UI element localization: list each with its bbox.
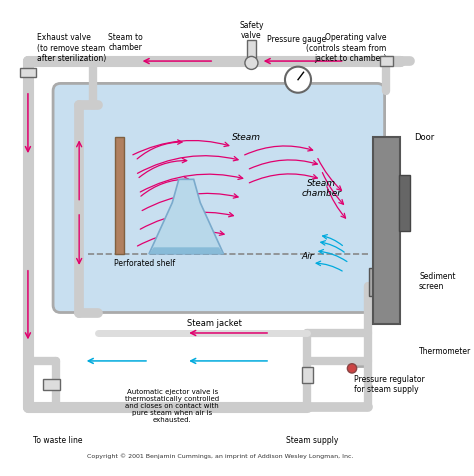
Bar bbox=[369, 268, 387, 296]
Bar bbox=[302, 367, 313, 383]
Text: Steam jacket: Steam jacket bbox=[187, 319, 242, 328]
Text: Steam supply: Steam supply bbox=[286, 436, 338, 445]
Circle shape bbox=[245, 56, 258, 69]
Polygon shape bbox=[149, 179, 224, 254]
Text: Steam
chamber: Steam chamber bbox=[301, 179, 341, 198]
Text: Pressure gauge: Pressure gauge bbox=[266, 35, 326, 44]
Text: Copyright © 2001 Benjamin Cummings, an imprint of Addison Wesley Longman, Inc.: Copyright © 2001 Benjamin Cummings, an i… bbox=[88, 453, 354, 459]
Text: Exhaust valve
(to remove steam
after sterilization): Exhaust valve (to remove steam after ste… bbox=[37, 33, 107, 63]
Text: Air: Air bbox=[301, 252, 313, 261]
Text: Steam: Steam bbox=[232, 133, 261, 142]
Text: Operating valve
(controls steam from
jacket to chamber): Operating valve (controls steam from jac… bbox=[306, 33, 386, 63]
Bar bbox=[43, 378, 60, 390]
Text: To waste line: To waste line bbox=[33, 436, 82, 445]
Circle shape bbox=[285, 67, 311, 93]
Text: Sediment
screen: Sediment screen bbox=[419, 272, 456, 291]
Bar bbox=[19, 68, 36, 77]
Text: Safety
valve: Safety valve bbox=[239, 20, 264, 40]
Polygon shape bbox=[149, 248, 224, 254]
Text: Automatic ejector valve is
thermostatically controlled
and closes on contact wit: Automatic ejector valve is thermostatica… bbox=[125, 389, 219, 423]
Bar bbox=[399, 175, 410, 230]
Circle shape bbox=[347, 364, 356, 373]
Bar bbox=[380, 56, 393, 66]
Text: Pressure regulator
for steam supply: Pressure regulator for steam supply bbox=[354, 375, 425, 394]
FancyBboxPatch shape bbox=[53, 83, 384, 313]
Text: Door: Door bbox=[414, 133, 435, 142]
Text: Steam to
chamber: Steam to chamber bbox=[109, 33, 143, 52]
Text: Perforated shelf: Perforated shelf bbox=[114, 258, 175, 268]
Bar bbox=[247, 40, 256, 58]
Text: Thermometer: Thermometer bbox=[419, 347, 471, 356]
Bar bbox=[373, 138, 401, 324]
Bar bbox=[115, 138, 124, 254]
